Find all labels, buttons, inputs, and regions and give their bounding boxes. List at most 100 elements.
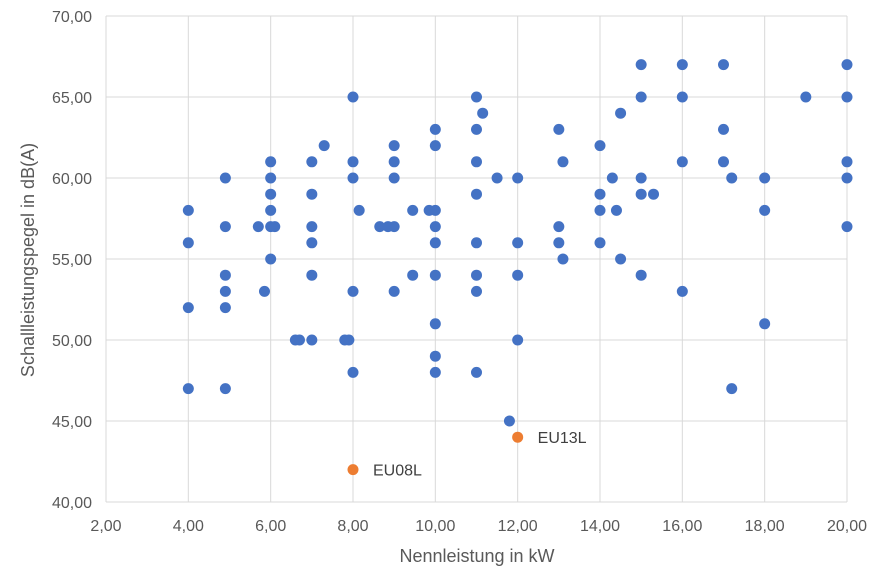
x-axis-title: Nennleistung in kW: [399, 546, 554, 566]
data-point: [553, 221, 565, 233]
data-point: [648, 188, 660, 200]
data-point: [269, 221, 281, 233]
data-point: [347, 366, 359, 378]
data-point: [635, 172, 647, 184]
data-point: [182, 302, 194, 314]
data-point: [219, 269, 231, 281]
x-axis-ticks: 2,00 4,00 6,00 8,00 10,00 12,00 14,00 16,00 18,0…: [90, 518, 867, 535]
data-labels: EU08L EU13L: [373, 430, 587, 479]
data-point: [676, 156, 688, 168]
data-point: [219, 221, 231, 233]
data-point: [503, 415, 515, 427]
data-point: [726, 172, 738, 184]
data-point: [594, 204, 606, 216]
data-point: [841, 156, 853, 168]
data-point: [553, 123, 565, 135]
data-point: [512, 172, 524, 184]
data-point: [610, 204, 622, 216]
data-point: [343, 334, 355, 346]
data-point: [512, 269, 524, 281]
data-point: [306, 269, 318, 281]
data-point: [265, 172, 277, 184]
data-point: [306, 221, 318, 233]
data-point: [306, 334, 318, 346]
data-point: [635, 91, 647, 103]
data-point: [635, 269, 647, 281]
data-point: [800, 91, 812, 103]
data-point: [615, 253, 627, 265]
data-point: [252, 221, 264, 233]
data-point: [606, 172, 618, 184]
highlight-point: [347, 464, 359, 476]
y-tick-label: 70,00: [52, 9, 92, 26]
y-tick-label: 65,00: [52, 90, 92, 107]
y-tick-label: 40,00: [52, 495, 92, 512]
data-point: [429, 140, 441, 152]
data-point: [676, 285, 688, 297]
x-tick-label: 10,00: [415, 518, 455, 535]
data-point: [219, 285, 231, 297]
y-tick-label: 45,00: [52, 414, 92, 431]
gridlines: [105, 15, 848, 503]
data-point: [293, 334, 305, 346]
data-point: [471, 188, 482, 200]
data-point: [557, 156, 569, 168]
y-axis-ticks: 40,00 45,00 50,00 55,00 60,00 65,00 70,00: [52, 9, 92, 512]
data-point: [512, 334, 524, 346]
data-point: [635, 188, 647, 200]
data-point: [306, 237, 318, 249]
highlight-point: [512, 431, 524, 443]
data-point: [265, 253, 277, 265]
data-point: [676, 59, 688, 71]
data-point: [841, 172, 853, 184]
point-label: EU13L: [538, 430, 587, 447]
point-label: EU08L: [373, 463, 422, 480]
x-tick-label: 18,00: [745, 518, 785, 535]
data-point: [219, 172, 231, 184]
y-tick-label: 50,00: [52, 333, 92, 350]
data-point: [265, 156, 277, 168]
data-point: [353, 204, 365, 216]
data-point: [553, 237, 565, 249]
data-point: [347, 285, 359, 297]
data-point: [388, 156, 400, 168]
data-point: [306, 156, 318, 168]
data-point: [429, 366, 441, 378]
data-point: [594, 237, 606, 249]
y-axis-title: Schallleistungspegel in dB(A): [18, 143, 38, 377]
data-point: [471, 156, 482, 168]
data-point: [557, 253, 569, 265]
data-point: [407, 204, 419, 216]
data-point: [219, 302, 231, 314]
data-point: [429, 221, 441, 233]
x-tick-label: 12,00: [498, 518, 538, 535]
data-point: [306, 188, 318, 200]
data-point: [347, 156, 359, 168]
data-point: [182, 204, 194, 216]
data-point: [182, 237, 194, 249]
data-point: [182, 383, 194, 395]
data-point: [759, 204, 771, 216]
data-point: [429, 350, 441, 362]
data-point: [318, 140, 330, 152]
x-tick-label: 20,00: [827, 518, 867, 535]
data-point: [429, 318, 441, 330]
data-point: [471, 366, 482, 378]
data-point: [265, 188, 277, 200]
x-tick-label: 14,00: [580, 518, 620, 535]
data-point: [615, 107, 627, 119]
data-point: [477, 107, 489, 119]
data-point: [676, 91, 688, 103]
data-point: [471, 269, 482, 281]
data-point: [471, 285, 482, 297]
data-point: [759, 318, 771, 330]
data-point: [258, 285, 270, 297]
data-point: [388, 172, 400, 184]
data-point: [219, 383, 231, 395]
data-point: [759, 172, 771, 184]
y-tick-label: 60,00: [52, 171, 92, 188]
data-point: [347, 91, 359, 103]
data-point: [388, 285, 400, 297]
